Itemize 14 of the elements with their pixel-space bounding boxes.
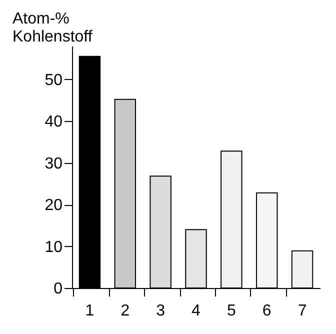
x-tick-label: 3 — [156, 302, 166, 320]
y-tick-label: 0 — [54, 280, 63, 298]
y-axis-title: Atom-% Kohlenstoff — [12, 10, 93, 46]
x-tick-label: 4 — [192, 302, 201, 320]
y-tick-label: 30 — [44, 155, 63, 172]
x-tick-label: 5 — [226, 302, 236, 320]
x-tick-label: 2 — [120, 302, 130, 320]
y-tick-label: 20 — [44, 197, 63, 214]
x-tick-label: 6 — [262, 302, 272, 320]
y-tick-label: 10 — [44, 238, 63, 256]
x-tick-label: 1 — [85, 302, 94, 320]
y-tick-label: 40 — [44, 114, 63, 131]
y-tick-label: 50 — [44, 72, 63, 89]
x-tick-label: 7 — [298, 302, 307, 320]
